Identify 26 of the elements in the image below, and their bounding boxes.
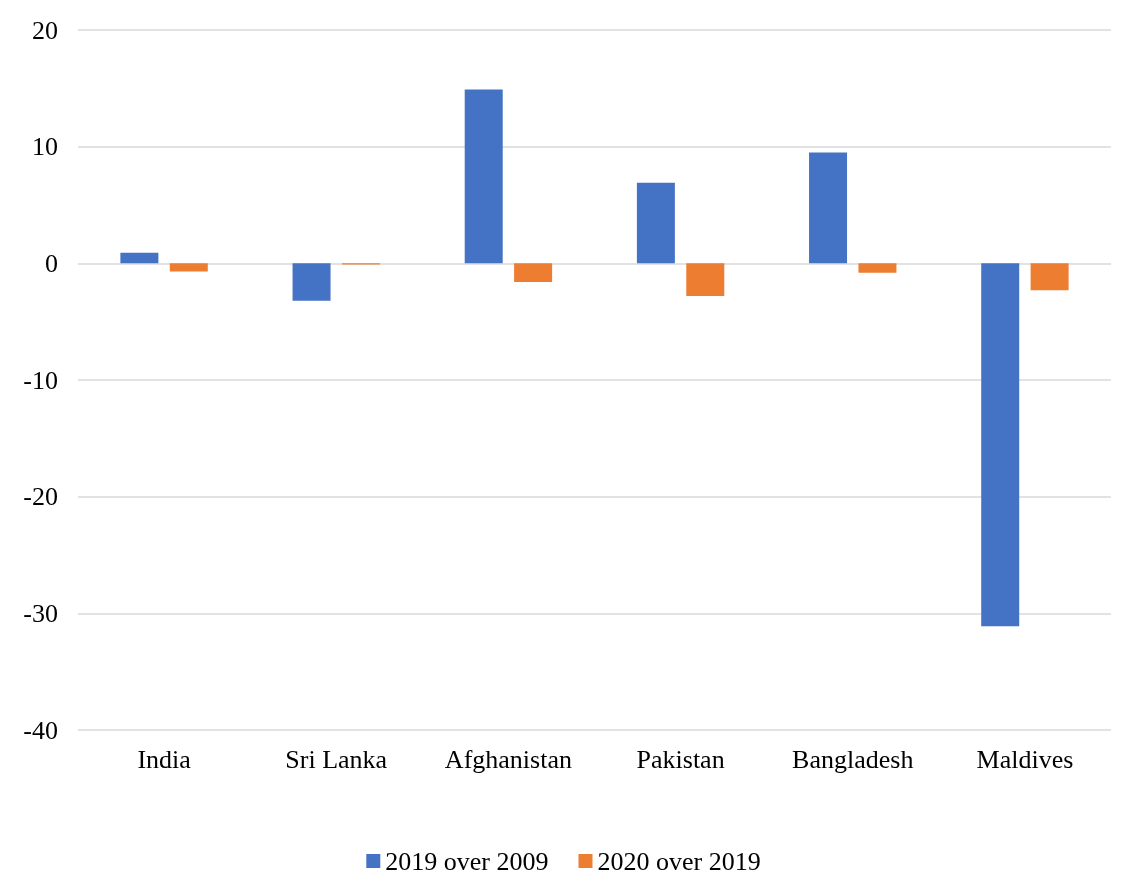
legend-label: 2020 over 2019 xyxy=(597,846,761,876)
bar xyxy=(981,263,1020,627)
x-tick-label: Maldives xyxy=(976,744,1074,774)
bar xyxy=(636,182,675,264)
x-tick-label: Bangladesh xyxy=(792,744,914,774)
x-tick-label: Sri Lanka xyxy=(285,744,388,774)
x-tick-label: Afghanistan xyxy=(444,744,572,774)
y-tick-label: -40 xyxy=(23,715,58,745)
y-tick-label: -10 xyxy=(23,365,58,395)
x-tick-label: India xyxy=(137,744,192,774)
bar xyxy=(169,263,208,272)
bar xyxy=(464,89,503,264)
x-tick-label: Pakistan xyxy=(636,744,725,774)
bar xyxy=(686,263,725,296)
legend-label: 2019 over 2009 xyxy=(385,846,549,876)
y-tick-label: 10 xyxy=(32,132,58,162)
bar xyxy=(292,263,331,301)
y-tick-label: 0 xyxy=(45,248,58,278)
y-tick-label: -20 xyxy=(23,482,58,512)
y-tick-label: -30 xyxy=(23,598,58,628)
bar xyxy=(858,263,897,273)
y-tick-label: 20 xyxy=(32,15,58,45)
bar xyxy=(514,263,553,282)
bar xyxy=(809,152,848,264)
bar xyxy=(1030,263,1069,291)
bar xyxy=(120,252,159,264)
